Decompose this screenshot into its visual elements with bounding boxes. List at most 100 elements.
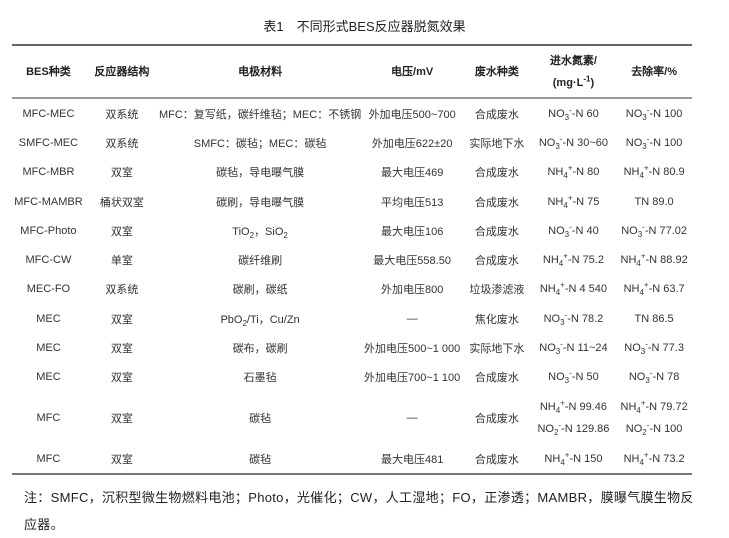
unit-exponent: -1 [583, 73, 591, 83]
text: NH [544, 452, 561, 465]
text: 碳毡 [249, 412, 272, 425]
cell-bes-type: MEC [36, 371, 61, 384]
superscript: - [645, 339, 648, 349]
cell-influent-nitrogen: NH4+-N 75.2 [531, 245, 617, 274]
cell-wastewater-type: 实际地下水 [469, 137, 525, 150]
text: -N 80 [572, 166, 600, 179]
cell-reactor-structure: 双室 [110, 412, 133, 425]
header-wastewater-type: 废水种类 [474, 65, 519, 78]
value-line: NH4+-N 63.7 [624, 281, 685, 297]
superscript: - [649, 368, 653, 378]
text: NH [620, 400, 637, 413]
superscript: - [569, 222, 572, 232]
subscript: 4 [563, 200, 568, 210]
cell-reactor-structure: 双室 [110, 313, 133, 326]
cell-influent-nitrogen: NO3--N 78.2 [531, 304, 617, 333]
cell-bes-type: MEC [36, 312, 61, 325]
table-row: MFC-Photo 双室 TiO2，SiO2 最大电压106 合成废水 NO3--N 40… [12, 216, 692, 245]
cell-reactor-structure: 双系统 [105, 284, 139, 297]
cell-reactor-structure: 双室 [110, 372, 133, 385]
subscript: 2 [642, 428, 647, 438]
value-line: NH4+-N 88.92 [621, 252, 688, 268]
value-line: NH4+-N 99.46 [531, 396, 617, 418]
text: NO [628, 371, 646, 384]
cell-voltage: 外加电压500~1 000 [363, 343, 461, 356]
cell-removal-rate: TN 86.5 [616, 304, 692, 333]
unit-text: (mg·L [552, 76, 584, 89]
subscript: 2 [553, 428, 559, 438]
cell-wastewater-type: 合成废水 [474, 196, 519, 209]
text: -N 79.72 [645, 400, 688, 413]
value-line: NH4+-N 150 [544, 450, 602, 467]
table-title: 表1 不同形式BES反应器脱氮效果 [263, 19, 466, 34]
cell-voltage: — [406, 312, 418, 325]
cell-voltage: 外加电压800 [380, 284, 444, 297]
cell-reactor-structure: 双室 [110, 343, 133, 356]
subscript: 4 [555, 406, 561, 416]
cell-wastewater-type: 垃圾渗滤液 [469, 284, 525, 297]
subscript: 3 [555, 142, 560, 152]
text: -N 80.9 [648, 166, 685, 179]
text: PbO [220, 313, 243, 326]
cell-voltage: 最大电压106 [380, 225, 444, 238]
value-line: TN 86.5 [635, 313, 674, 325]
value-line: NO3--N 78.2 [544, 311, 604, 327]
text: NO [548, 371, 565, 384]
cell-influent-nitrogen: NH4+-N 4 540 [531, 275, 617, 304]
table-row: MFC-MAMBR 桶状双室 碳刷，导电曝气膜 平均电压513 合成废水 NH4+-N 7… [12, 187, 692, 216]
cell-electrode-material: 碳刷，碳纸 [159, 275, 361, 304]
value-line: NO3--N 77.3 [624, 339, 684, 357]
text: NH [547, 166, 564, 179]
superscript: - [646, 134, 650, 144]
value-line: NH4+-N 73.2 [623, 449, 685, 466]
cell-bes-type: SMFC-MEC [18, 136, 79, 149]
text: NO [538, 136, 556, 149]
subscript: 4 [639, 171, 644, 181]
cell-electrode-material: SMFC：碳毡；MEC：碳毡 [159, 128, 361, 157]
text: -N 73.2 [648, 452, 685, 465]
cell-wastewater-type: 实际地下水 [469, 343, 525, 356]
cell-removal-rate: NH4+-N 88.92 [616, 245, 692, 274]
superscript: + [560, 280, 565, 290]
value-line: NH4+-N 79.72 [616, 396, 692, 418]
text: 碳纤维刷 [238, 255, 283, 268]
subscript: 4 [555, 288, 561, 298]
value-line: NO3--N 77.02 [621, 223, 688, 239]
superscript: + [643, 163, 649, 173]
cell-electrode-material: 碳纤维刷 [159, 245, 361, 274]
cell-removal-rate: TN 89.0 [616, 187, 692, 216]
text: 碳布，碳刷 [232, 343, 288, 356]
table-row: MFC-MBR 双室 碳毡，导电曝气膜 最大电压469 合成废水 NH4+-N 80 NH4… [12, 158, 692, 187]
table-row: MEC 双室 PbO2/Ti，Cu/Zn — 焦化废水 NO3--N 78.2 TN 86.… [12, 304, 692, 333]
cell-removal-rate: NO3--N 100 [616, 128, 692, 157]
cell-electrode-material: 碳布，碳刷 [159, 333, 361, 362]
cell-removal-rate: NO3--N 78 [616, 363, 692, 392]
header-influent-nitrogen: 进水氮素/ (mg·L-1) [531, 45, 617, 98]
cell-bes-type: MEC-FO [26, 283, 71, 296]
cell-influent-nitrogen: NH4+-N 99.46 NO2--N 129.86 [531, 392, 617, 444]
subscript: 3 [560, 317, 565, 327]
text: -N 77.02 [644, 224, 688, 237]
cell-electrode-material: PbO2/Ti，Cu/Zn [159, 304, 361, 333]
cell-removal-rate: NO3--N 77.3 [616, 333, 692, 362]
table-row: MEC 双室 石墨毡 外加电压700~1 100 合成废水 NO3--N 50 NO3--N… [12, 363, 692, 392]
cell-removal-rate: NH4+-N 73.2 [616, 444, 692, 474]
subscript: 4 [636, 406, 641, 416]
text: SMFC：碳毡；MEC：碳毡 [193, 137, 327, 150]
text: ，SiO [254, 225, 284, 238]
table-row: MFC 双室 碳毡 — 合成废水 NH4+-N 99.46 NO2--N 129.86 NH4… [12, 392, 692, 444]
subscript: 4 [560, 457, 565, 467]
cell-voltage: 外加电压700~1 100 [363, 372, 461, 385]
subscript: 3 [564, 230, 570, 240]
text: -N 4 540 [564, 283, 608, 296]
text: 碳刷，导电曝气膜 [216, 196, 305, 209]
cell-electrode-material: 碳刷，导电曝气膜 [159, 187, 361, 216]
cell-electrode-material: MFC：复写纸，碳纤维毡；MEC：不锈钢 [159, 98, 361, 128]
superscript: + [643, 449, 649, 459]
value-line: NO3--N 50 [548, 369, 599, 385]
subscript: 3 [640, 347, 646, 357]
text: NH [623, 452, 640, 465]
value-line: NO3--N 30~60 [538, 135, 608, 152]
cell-bes-type: MFC-MBR [22, 166, 75, 179]
text: -N 129.86 [561, 422, 610, 435]
